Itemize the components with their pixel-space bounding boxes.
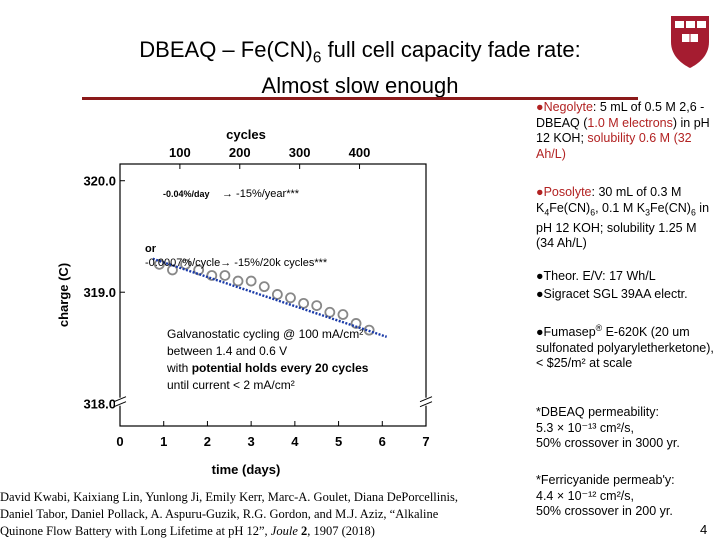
electrode-note: ●Sigracet SGL 39AA electr. (536, 287, 688, 301)
citation-line3: Quinone Flow Battery with Long Lifetime … (0, 524, 375, 538)
or-label: or (145, 243, 157, 255)
data-point (363, 324, 375, 336)
y-axis-ticks: 318.0 319.0 320.0 (83, 174, 125, 412)
x-tick-label: 2 (204, 434, 211, 449)
galvanostatic-note-line4: until current < 2 mA/cm² (167, 378, 295, 392)
posolyte-note: ●Posolyte: 30 mL of 0.3 M K4Fe(CN)6, 0.1… (536, 185, 710, 250)
fade-per-day-label: -0.04%/day (163, 189, 210, 199)
axis-break-slash-left (113, 401, 127, 408)
membrane-note: ●Fumasep® E-620K (20 um sulfonated polya… (536, 323, 714, 371)
x-tick-label: 3 (248, 434, 255, 449)
fade-per-year-label: → -15%/year*** (222, 188, 300, 200)
axis-break-slash-right (419, 401, 433, 408)
y-tick-label: 318.0 (83, 397, 116, 412)
data-point (219, 270, 231, 281)
data-point (324, 306, 336, 318)
x-axis-label: time (days) (212, 462, 281, 477)
citation-line1: David Kwabi, Kaixiang Lin, Yunlong Ji, E… (0, 490, 458, 504)
x-tick-label: 0 (116, 434, 123, 449)
citation: David Kwabi, Kaixiang Lin, Yunlong Ji, E… (0, 489, 530, 540)
ferricyanide-permeability-note: *Ferricyanide permeab'y: 4.4 × 10⁻¹² cm²… (536, 473, 675, 518)
galvanostatic-note-line2: between 1.4 and 0.6 V (167, 344, 287, 358)
title-line2: Almost slow enough (261, 73, 459, 99)
theoretical-energy-note: ●Theor. E/V: 17 Wh/L (536, 269, 656, 283)
x-tick-label: 7 (422, 434, 429, 449)
data-point (311, 300, 323, 311)
top-tick-label: 200 (229, 145, 251, 160)
data-point (350, 318, 362, 329)
title-line1: DBEAQ – Fe(CN)6 full cell capacity fade … (139, 37, 581, 67)
data-point (298, 297, 310, 309)
top-axis-label: cycles (226, 127, 266, 142)
data-point (167, 264, 178, 276)
y-tick-label: 320.0 (83, 174, 116, 189)
axis-break-gap-right (421, 397, 431, 406)
data-point (180, 258, 191, 270)
axis-break-marks (113, 396, 433, 408)
negolyte-note: ●Negolyte: 5 mL of 0.5 M 2,6 -DBEAQ (1.0… (536, 100, 710, 161)
dbeaq-permeability-note: *DBEAQ permeability: 5.3 × 10⁻¹³ cm²/s, … (536, 405, 680, 450)
harvard-shield-icon (671, 16, 709, 68)
top-tick-label: 400 (349, 145, 371, 160)
citation-line2: Daniel Tabor, Daniel Pollack, A. Aspuru-… (0, 507, 439, 521)
axis-break-gap-left (115, 397, 125, 406)
slide-title: DBEAQ – Fe(CN)6 full cell capacity fade … (80, 36, 640, 100)
data-point (232, 275, 244, 287)
data-point (206, 270, 218, 281)
x-axis-ticks: 0 1 2 3 4 5 6 7 (116, 421, 430, 449)
galvanostatic-note-line3: with potential holds every 20 cycles (166, 361, 369, 375)
axis-break-slash-left (113, 396, 127, 403)
data-point (193, 264, 205, 276)
data-point (258, 281, 270, 293)
x-tick-label: 5 (335, 434, 342, 449)
fade-per-cycle-label: -0.0007%/cycle→ -15%/20k cycles*** (145, 257, 328, 269)
galvanostatic-note-line1: Galvanostatic cycling @ 100 mA/cm² (167, 327, 363, 341)
data-points (153, 258, 375, 336)
axis-break-slash-right (419, 396, 433, 403)
x-tick-label: 6 (379, 434, 386, 449)
data-point (245, 275, 257, 287)
y-axis-label: charge (C) (56, 263, 71, 327)
top-tick-label: 300 (289, 145, 311, 160)
data-point (285, 292, 296, 304)
title-underline (82, 97, 638, 100)
top-axis-ticks: 100 200 300 400 (169, 145, 370, 169)
top-tick-label: 100 (169, 145, 191, 160)
x-tick-label: 1 (160, 434, 167, 449)
data-point (153, 258, 165, 270)
data-point (271, 289, 283, 300)
y-tick-label: 319.0 (83, 285, 116, 300)
fit-line (152, 257, 388, 338)
data-point (337, 309, 349, 320)
page-number: 4 (700, 522, 708, 537)
plot-frame (119, 163, 427, 427)
x-tick-label: 4 (291, 434, 299, 449)
